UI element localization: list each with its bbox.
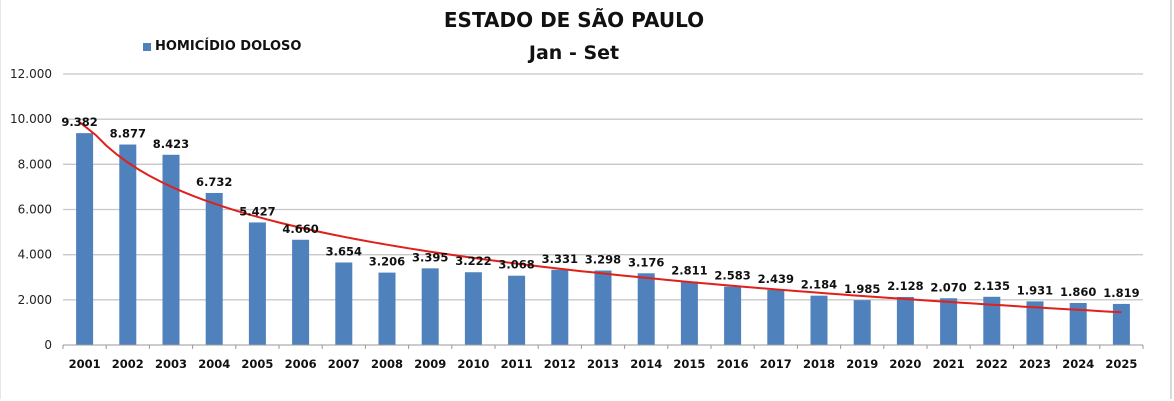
chart-subtitle: Jan - Set (528, 42, 620, 64)
bar (76, 133, 94, 345)
x-tick-label: 2015 (673, 357, 705, 371)
data-label: 4.660 (282, 222, 318, 236)
x-tick-label: 2009 (414, 357, 446, 371)
x-tick-label: 2008 (371, 357, 403, 371)
data-label: 8.877 (110, 127, 146, 141)
x-tick-label: 2004 (198, 357, 230, 371)
bar (853, 300, 871, 345)
bar (594, 270, 612, 345)
legend-label: HOMICÍDIO DOLOSO (155, 39, 302, 54)
bar (983, 296, 1001, 345)
x-tick-label: 2019 (846, 357, 878, 371)
y-tick-label: 2.000 (18, 293, 52, 307)
x-tick-label: 2006 (285, 357, 317, 371)
x-tick-label: 2014 (630, 357, 662, 371)
bar (724, 286, 742, 345)
data-label: 3.222 (455, 254, 491, 268)
x-tick-label: 2005 (241, 357, 273, 371)
data-label: 3.068 (498, 258, 534, 272)
x-tick-label: 2021 (933, 357, 965, 371)
y-tick-label: 4.000 (18, 248, 52, 262)
x-tick-label: 2010 (457, 357, 489, 371)
data-label: 3.395 (412, 250, 448, 264)
x-tick-label: 2022 (976, 357, 1008, 371)
bar (940, 298, 958, 345)
bar (248, 222, 266, 345)
data-label: 2.811 (671, 264, 707, 278)
y-axis: 0 2.000 4.000 6.000 8.000 10.000 12.000 (10, 67, 52, 352)
bar (896, 296, 914, 345)
x-tick-label: 2013 (587, 357, 619, 371)
data-labels: 9.382 8.877 8.423 6.732 5.427 4.660 3.654 3.206… (61, 115, 1139, 300)
bar (767, 289, 785, 345)
x-tick-label: 2003 (155, 357, 187, 371)
data-label: 5.427 (239, 204, 275, 218)
data-label: 1.931 (1017, 283, 1053, 297)
bar (119, 144, 137, 345)
data-label: 2.583 (714, 269, 750, 283)
x-tick-label: 2011 (501, 357, 533, 371)
gridlines (63, 73, 1143, 301)
bar (205, 192, 223, 345)
x-tick-label: 2007 (328, 357, 360, 371)
bars (76, 133, 1130, 345)
y-tick-label: 10.000 (10, 112, 52, 126)
x-tick-label: 2024 (1062, 357, 1094, 371)
x-tick-label: 2020 (889, 357, 921, 371)
bar (292, 239, 310, 345)
data-label: 3.654 (326, 244, 362, 258)
x-tick-label: 2001 (69, 357, 101, 371)
x-axis: 2001 2002 2003 2004 2005 2006 2007 2008 2009 2010… (62, 344, 1144, 371)
bar (551, 269, 569, 345)
data-label: 1.860 (1060, 285, 1096, 299)
legend: HOMICÍDIO DOLOSO (143, 39, 301, 54)
data-label: 9.382 (61, 115, 97, 129)
x-tick-label: 2023 (1019, 357, 1051, 371)
y-tick-label: 6.000 (18, 203, 52, 217)
bar (335, 262, 353, 345)
bar (1026, 301, 1044, 345)
data-label: 2.135 (974, 279, 1010, 293)
x-tick-label: 2025 (1105, 357, 1137, 371)
chart-title: ESTADO DE SÃO PAULO (443, 8, 705, 32)
bar (378, 272, 396, 345)
x-tick-label: 2017 (760, 357, 792, 371)
data-label: 3.331 (542, 252, 578, 266)
x-tick-label: 2016 (717, 357, 749, 371)
bar (421, 268, 439, 345)
legend-swatch-icon (143, 42, 151, 51)
x-tick-label: 2002 (112, 357, 144, 371)
bar (464, 272, 482, 345)
bar (162, 154, 180, 345)
y-tick-label: 8.000 (18, 157, 52, 171)
data-label: 3.206 (369, 255, 405, 269)
data-label: 3.176 (628, 255, 664, 269)
bar (637, 273, 655, 345)
x-tick-label: 2012 (544, 357, 576, 371)
data-label: 1.819 (1103, 286, 1139, 300)
data-label: 2.184 (801, 278, 837, 292)
data-label: 2.128 (887, 279, 923, 293)
data-label: 2.070 (930, 280, 966, 294)
bar (1112, 303, 1130, 345)
x-tick-label: 2018 (803, 357, 835, 371)
data-label: 8.423 (153, 137, 189, 151)
bar (680, 281, 698, 345)
y-tick-label: 0 (44, 338, 52, 352)
bar (810, 295, 828, 345)
trendline (77, 120, 1122, 314)
bar (508, 275, 526, 345)
data-label: 3.298 (585, 253, 621, 267)
data-label: 1.985 (844, 282, 880, 296)
data-label: 2.439 (758, 272, 794, 286)
y-tick-label: 12.000 (10, 67, 52, 81)
data-label: 6.732 (196, 175, 232, 189)
bar (1069, 302, 1087, 345)
